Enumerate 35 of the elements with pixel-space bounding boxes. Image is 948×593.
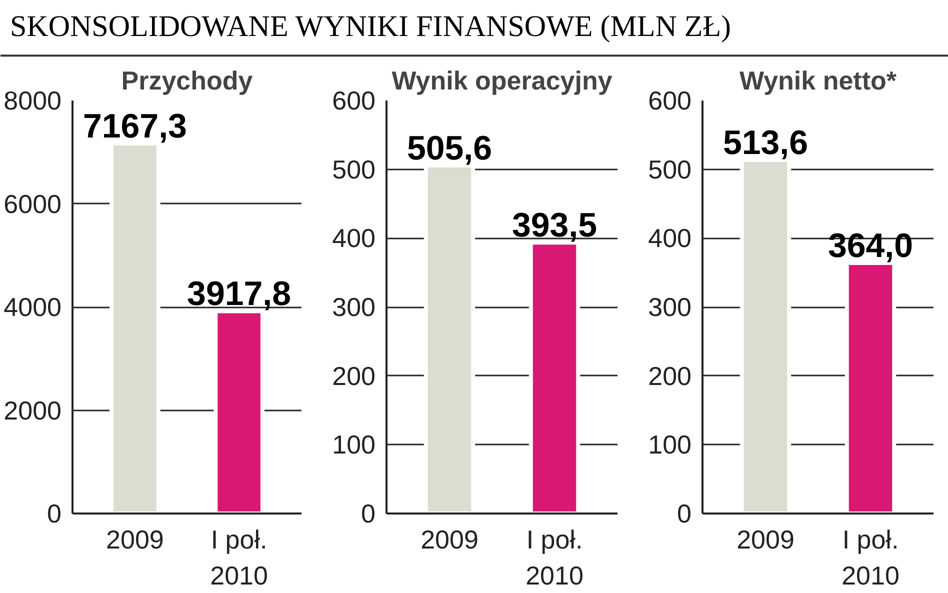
x-tick-label: I poł. 2010 bbox=[210, 524, 268, 590]
y-tick-label: 300 bbox=[648, 292, 692, 322]
y-tick-label: 6000 bbox=[4, 188, 62, 219]
y-tick-label: 0 bbox=[47, 498, 62, 528]
chart-title: Wynik operacyjny bbox=[392, 66, 613, 96]
y-tick-label: 0 bbox=[361, 498, 376, 528]
data-label: 393,5 bbox=[512, 206, 598, 245]
x-tick-label: 2009 bbox=[106, 524, 164, 554]
x-tick-label: I poł. 2010 bbox=[526, 524, 584, 590]
chart-title: Przychody bbox=[121, 66, 254, 96]
y-tick-label: 600 bbox=[332, 86, 376, 116]
data-label: 513,6 bbox=[722, 124, 808, 162]
data-label: 505,6 bbox=[406, 129, 492, 168]
y-tick-label: 200 bbox=[648, 360, 692, 391]
x-tick-label: 2009 bbox=[736, 524, 794, 554]
chart-title: Wynik netto* bbox=[740, 66, 898, 96]
data-label: 3917,8 bbox=[187, 275, 292, 314]
y-tick-label: 2000 bbox=[4, 395, 62, 426]
y-tick-label: 500 bbox=[332, 154, 376, 184]
x-tick-label: I poł. 2010 bbox=[842, 524, 900, 590]
y-tick-label: 300 bbox=[332, 292, 376, 322]
y-tick-label: 100 bbox=[648, 430, 692, 460]
y-tick-label: 100 bbox=[332, 430, 376, 460]
y-tick-label: 400 bbox=[648, 223, 692, 254]
data-label: 364,0 bbox=[828, 226, 914, 265]
y-tick-label: 0 bbox=[677, 498, 692, 528]
y-tick-label: 400 bbox=[332, 223, 376, 254]
text: SKONSOLIDOWANE WYNIKI FINANSOWE (MLN ZŁ) bbox=[10, 10, 732, 44]
y-tick-label: 200 bbox=[332, 360, 376, 391]
y-tick-label: 500 bbox=[648, 154, 692, 184]
y-tick-label: 600 bbox=[648, 86, 692, 116]
y-tick-label: 4000 bbox=[4, 292, 62, 322]
x-tick-label: 2009 bbox=[420, 524, 478, 554]
data-label: 7167,3 bbox=[82, 107, 187, 146]
y-tick-label: 8000 bbox=[4, 86, 62, 116]
